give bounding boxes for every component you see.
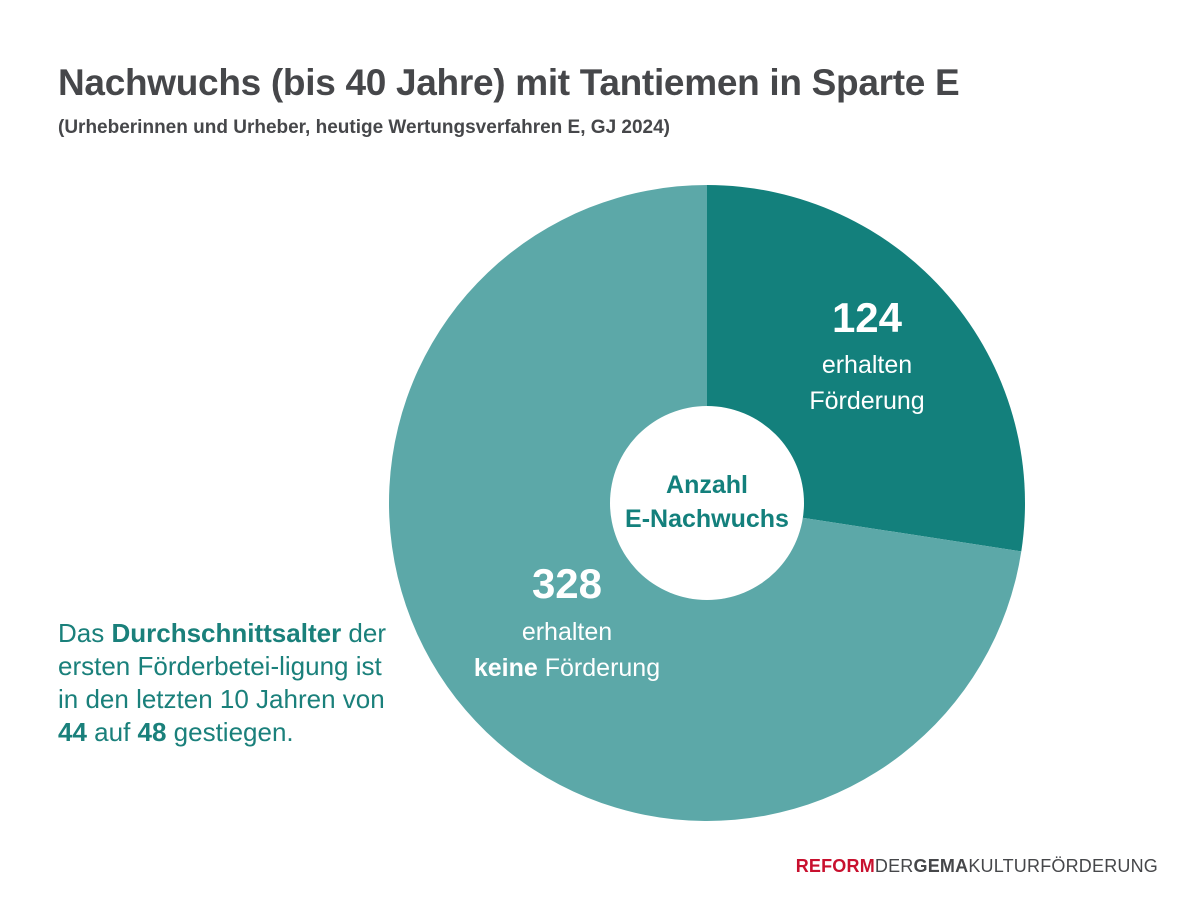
chart-subtitle: (Urheberinnen und Urheber, heutige Wertu… (58, 117, 671, 138)
slice-label-foerderung-line-1: erhalten (822, 351, 912, 379)
brand-logo-text: REFORMDERGEMAKULTURFÖRDERUNG (795, 856, 1158, 876)
slice-label-emphasis: keine (474, 654, 538, 682)
note-bold-durchschnittsalter: Durchschnittsalter (111, 618, 342, 648)
slice-label-rest: Förderung (538, 654, 660, 682)
slice-label-keine-foerderung-line-2: keine Förderung (474, 654, 660, 682)
center-label-line-1: Anzahl (666, 471, 748, 499)
center-label-line-2: E-Nachwuchs (625, 505, 789, 533)
slice-value-foerderung: 124 (832, 294, 903, 341)
chart-title: Nachwuchs (bis 40 Jahre) mit Tantiemen i… (58, 62, 960, 103)
average-age-note: Das Durchschnittsalter der ersten Förder… (58, 618, 387, 748)
slice-label-keine-foerderung-line-1: erhalten (522, 618, 612, 646)
slice-value-keine-foerderung: 328 (532, 560, 602, 607)
slice-label-foerderung-line-2: Förderung (809, 387, 924, 415)
note-bold-48: 48 (137, 717, 167, 748)
note-bold-44: 44 (58, 717, 87, 748)
donut-hole (610, 406, 804, 600)
